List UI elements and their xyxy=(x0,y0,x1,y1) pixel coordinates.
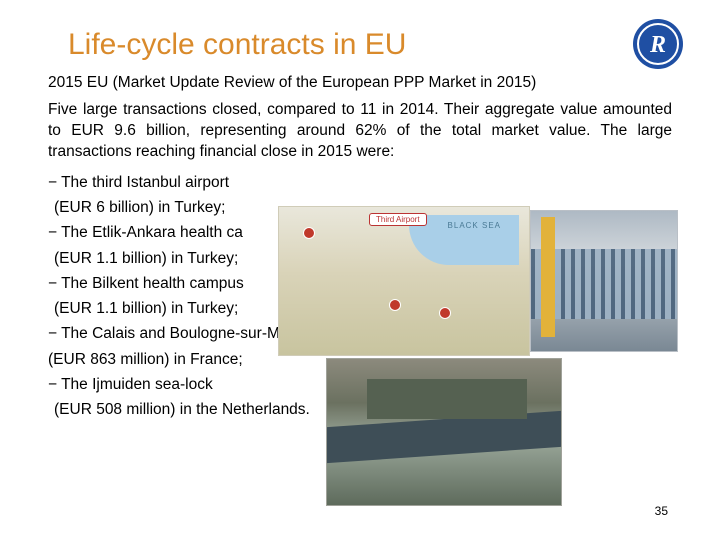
intro-paragraph: Five large transactions closed, compared… xyxy=(48,100,672,163)
map-pin-icon xyxy=(303,227,315,239)
institution-logo: R xyxy=(632,18,684,70)
map-pin-icon xyxy=(389,299,401,311)
slide-title: Life-cycle contracts in EU xyxy=(68,28,672,62)
port-aerial-image xyxy=(326,358,562,506)
map-banner-label: Third Airport xyxy=(369,213,427,226)
map-image: BLACK SEA Third Airport xyxy=(278,206,530,356)
page-number: 35 xyxy=(655,504,668,518)
list-item: − The third Istanbul airport xyxy=(48,171,672,194)
map-sea-label: BLACK SEA xyxy=(448,221,501,230)
subtitle-text: 2015 EU (Market Update Review of the Eur… xyxy=(48,74,672,92)
slide: R Life-cycle contracts in EU 2015 EU (Ma… xyxy=(0,0,720,540)
title-text: Life-cycle contracts in EU xyxy=(68,28,406,61)
construction-image xyxy=(530,210,678,352)
svg-text:R: R xyxy=(649,32,666,58)
map-pin-icon xyxy=(439,307,451,319)
